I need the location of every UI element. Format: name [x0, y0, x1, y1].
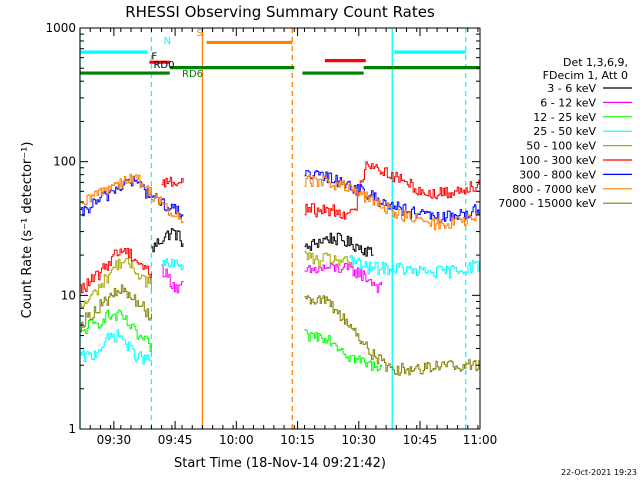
- series-line: [304, 295, 480, 376]
- series-line: [304, 250, 354, 269]
- legend-entry-label: 6 - 12 keV: [540, 96, 596, 109]
- legend-entry-label: 800 - 7000 keV: [512, 183, 596, 196]
- plot-frame: [79, 27, 481, 430]
- y-axis-label: Count Rate (s⁻¹ detector⁻¹): [20, 142, 35, 319]
- series-line: [80, 257, 152, 309]
- x-tick-label: 10:15: [280, 433, 315, 447]
- flag-annotation: F: [151, 52, 157, 63]
- series-group: [80, 161, 480, 376]
- series-line: [161, 264, 184, 294]
- series-line: [161, 176, 184, 188]
- series-line: [304, 170, 480, 224]
- legend-entry-label: 12 - 25 keV: [533, 111, 596, 124]
- series-line: [80, 175, 184, 218]
- series-line: [80, 247, 152, 294]
- x-tick-label: 11:00: [463, 433, 498, 447]
- x-tick-label: 09:45: [158, 433, 193, 447]
- legend-header: FDecim 1, Att 0: [543, 69, 628, 82]
- chart-title: RHESSI Observing Summary Count Rates: [125, 3, 435, 21]
- series-line: [304, 262, 383, 293]
- series-line: [304, 232, 374, 257]
- x-tick-label: 10:00: [219, 433, 254, 447]
- series-line: [304, 161, 480, 220]
- x-tick-label: 10:45: [403, 433, 438, 447]
- legend-entry-label: 50 - 100 keV: [526, 140, 596, 153]
- series-line: [161, 258, 184, 271]
- series-line: [80, 284, 152, 332]
- series-line: [80, 329, 152, 365]
- legend-entry-label: 7000 - 15000 keV: [498, 197, 596, 210]
- y-tick-label: 1: [68, 422, 76, 436]
- axis-ticks: 1 10 100 1000 09:30 09:45 10:00 10:15 10:30 10:45…: [45, 21, 497, 447]
- x-axis-label: Start Time (18-Nov-14 09:21:42): [174, 456, 386, 471]
- x-tick-label: 10:30: [341, 433, 376, 447]
- series-line: [304, 329, 383, 372]
- series-line: [304, 174, 480, 231]
- series-line: [349, 255, 480, 279]
- flag-annotation: N: [164, 36, 171, 47]
- flag-annotation: RD6: [182, 69, 203, 80]
- x-tick-label: 09:30: [97, 433, 132, 447]
- legend-entry-label: 3 - 6 keV: [547, 82, 596, 95]
- legend-header: Det 1,3,6,9,: [563, 56, 628, 69]
- footer-date: 22-Oct-2021 19:23: [561, 468, 637, 477]
- flag-annotation: RD0: [153, 60, 174, 71]
- flag-annotation: S: [196, 28, 202, 39]
- y-tick-label: 10: [61, 288, 76, 302]
- series-line: [151, 228, 184, 253]
- legend-entry-label: 300 - 800 keV: [519, 168, 596, 181]
- y-tick-label: 100: [53, 155, 76, 169]
- legend-entry-label: 100 - 300 keV: [519, 154, 596, 167]
- flag-bars: [80, 40, 480, 75]
- legend-entry-label: 25 - 50 keV: [533, 125, 596, 138]
- series-line: [80, 173, 184, 223]
- y-tick-label: 1000: [45, 21, 76, 35]
